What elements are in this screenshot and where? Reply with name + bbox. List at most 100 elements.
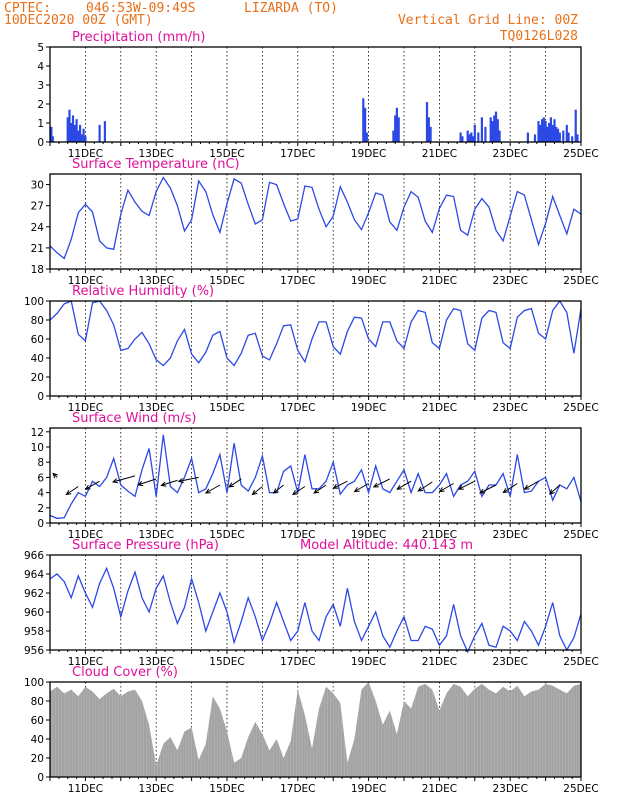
x-tick-label: 21DEC [422,529,457,541]
x-tick-label: 23DEC [492,783,527,795]
x-tick-label: 23DEC [492,148,527,160]
wind-title: Surface Wind (m/s) [72,411,196,426]
x-tick-label: 21DEC [422,656,457,668]
y-tick-label: 60 [31,715,44,727]
y-tick-label: 40 [31,353,44,365]
rh-series-line [49,299,582,367]
precip-bar [567,132,570,142]
y-tick-label: 6 [37,472,44,484]
y-tick-label: 5 [37,42,44,54]
x-tick-label: 19DEC [351,783,386,795]
x-tick-label: 11DEC [68,656,103,668]
wind-arrow [52,472,58,479]
y-tick-label: 956 [24,645,44,657]
wind-arrow [272,484,284,494]
wind-arrow [177,476,199,484]
x-tick-label: 13DEC [138,275,173,287]
precip-bar [470,132,473,142]
x-tick-label: 19DEC [351,402,386,414]
x-tick-label: 17DEC [280,656,315,668]
x-tick-label: 17DEC [280,275,315,287]
x-tick-label: 25DEC [563,656,598,668]
precip-bar [526,132,529,142]
temp-series-line [49,176,582,260]
x-tick-label: 21DEC [422,275,457,287]
y-tick-label: 0 [37,137,44,149]
precip-bar [558,132,561,142]
wind-arrow [438,483,454,493]
wind-arrow [502,483,518,494]
precip-bar [68,109,71,142]
wind-arrow [111,475,136,484]
precip-bar [425,102,429,142]
precip-bar [576,134,579,142]
precip-bar [489,117,492,142]
precip-bar [537,121,540,142]
header-grid-note: Vertical Grid Line: 00Z [398,13,578,28]
y-tick-label: 80 [31,696,44,708]
precip-bar [546,126,549,142]
precip-bar [471,136,475,142]
x-tick-label: 13DEC [138,656,173,668]
y-tick-label: 2 [37,99,44,111]
x-tick-label: 11DEC [68,275,103,287]
header-date: 10DEC2020 00Z (GMT) [4,13,153,28]
y-tick-label: 40 [31,734,44,746]
y-tick-label: 0 [37,518,44,530]
y-tick-label: 8 [37,457,44,469]
temp-panel: 18 21 24 27 30 11DEC 13DEC 15DEC 17DEC 19DEC 21DEC… [31,157,599,287]
x-tick-label: 11DEC [68,402,103,414]
wind-arrow [372,478,391,488]
precip-bar [544,121,547,142]
x-tick-label: 11DEC [68,529,103,541]
header-code: TQ0126L028 [500,29,578,44]
precip-bar [66,117,69,142]
precip-bar [539,124,542,142]
pressure-series-line [49,566,582,654]
precip-bar [362,98,365,142]
precip-bar [542,117,545,142]
precip-bar [50,126,53,142]
rh-panel: 0 20 40 60 80 100 11DEC 13DEC 15DEC 17DEC 19DEC 21D… [24,284,599,414]
temp-title: Surface Temperature (nC) [72,157,240,172]
y-tick-label: 100 [24,677,44,689]
cloud-cover-area [50,682,581,777]
x-tick-label: 15DEC [209,529,244,541]
wind-arrow [84,480,100,490]
wind-arrow [160,479,178,487]
x-tick-label: 23DEC [492,656,527,668]
x-tick-label: 23DEC [492,402,527,414]
x-tick-label: 17DEC [280,783,315,795]
precip-bar [394,115,397,142]
y-tick-label: 12 [31,427,44,439]
wind-arrow [478,484,497,494]
x-tick-label: 15DEC [209,275,244,287]
y-tick-label: 80 [31,315,44,327]
precip-bar [77,130,80,142]
precip-bar [466,130,469,142]
x-tick-label: 21DEC [422,402,457,414]
precip-bar [98,124,101,142]
x-tick-label: 17DEC [280,148,315,160]
header-location: LIZARDA (TO) [244,1,338,16]
header-coords: 046:53W-09:49S [86,1,196,16]
x-tick-label: 21DEC [422,783,457,795]
wind-arrow [548,484,561,495]
y-tick-label: 4 [37,61,44,73]
y-tick-label: 0 [37,391,44,403]
precip-bar [553,119,556,142]
x-tick-label: 13DEC [138,402,173,414]
precip-bar [562,130,565,142]
precip-bar [541,119,544,142]
rh-title: Relative Humidity (%) [72,284,214,299]
x-tick-label: 19DEC [351,148,386,160]
wind-arrow [353,483,369,493]
wind-arrow [523,480,539,490]
precip-bar [473,124,476,142]
wind-arrow [417,481,433,492]
y-tick-label: 966 [24,550,44,562]
precip-bar [75,119,78,142]
y-tick-label: 30 [31,180,44,192]
precip-bar [549,117,552,142]
precip-bar [70,123,73,142]
